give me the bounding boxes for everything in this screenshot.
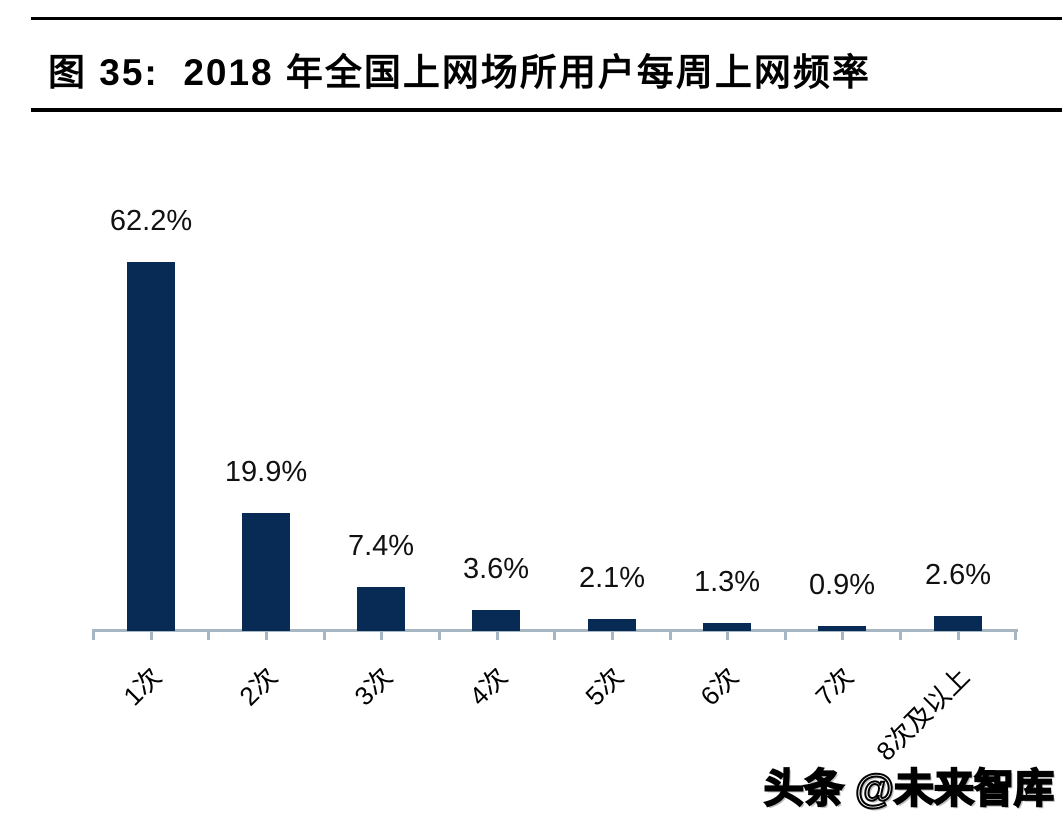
x-axis-tick <box>323 629 326 640</box>
x-axis-label: 1次 <box>116 661 167 712</box>
x-axis-tick <box>207 629 210 640</box>
x-axis-tick <box>1014 629 1017 640</box>
x-axis-tick <box>380 629 383 640</box>
x-axis-label: 4次 <box>462 661 513 712</box>
value-label: 62.2% <box>109 205 193 237</box>
watermark: 头条 @未来智库 <box>763 766 1055 812</box>
bar <box>242 513 290 631</box>
x-axis-label: 6次 <box>693 661 744 712</box>
value-label: 7.4% <box>347 530 415 562</box>
x-axis-tick <box>92 629 95 640</box>
x-axis-tick <box>496 629 499 640</box>
x-axis-tick <box>611 629 614 640</box>
bar <box>703 623 751 631</box>
title-bottom-rule <box>31 108 1062 112</box>
x-axis-label: 7次 <box>808 661 859 712</box>
chart-title: 图 35: 2018 年全国上网场所用户每周上网频率 <box>48 52 871 93</box>
x-axis-tick <box>669 629 672 640</box>
x-axis-tick <box>784 629 787 640</box>
value-label: 2.1% <box>578 562 646 594</box>
x-axis-line <box>93 629 1018 632</box>
bar <box>588 619 636 631</box>
bar <box>127 262 175 631</box>
x-axis-tick <box>150 629 153 640</box>
bar <box>934 616 982 631</box>
x-axis-tick <box>438 629 441 640</box>
value-label: 2.6% <box>924 559 992 591</box>
bar <box>357 587 405 631</box>
title-top-rule <box>31 17 1062 20</box>
x-axis-tick <box>841 629 844 640</box>
x-axis-tick <box>957 629 960 640</box>
x-axis-tick <box>899 629 902 640</box>
value-label: 1.3% <box>693 566 761 598</box>
x-axis-label: 8次及以上 <box>869 661 975 767</box>
x-axis-label: 2次 <box>232 661 283 712</box>
bar <box>472 610 520 631</box>
bar <box>818 626 866 631</box>
x-axis-tick <box>553 629 556 640</box>
value-label: 0.9% <box>808 569 876 601</box>
x-axis-tick <box>726 629 729 640</box>
x-axis-tick <box>265 629 268 640</box>
x-axis-label: 5次 <box>578 661 629 712</box>
value-label: 3.6% <box>462 553 530 585</box>
value-label: 19.9% <box>224 456 308 488</box>
x-axis-label: 3次 <box>347 661 398 712</box>
